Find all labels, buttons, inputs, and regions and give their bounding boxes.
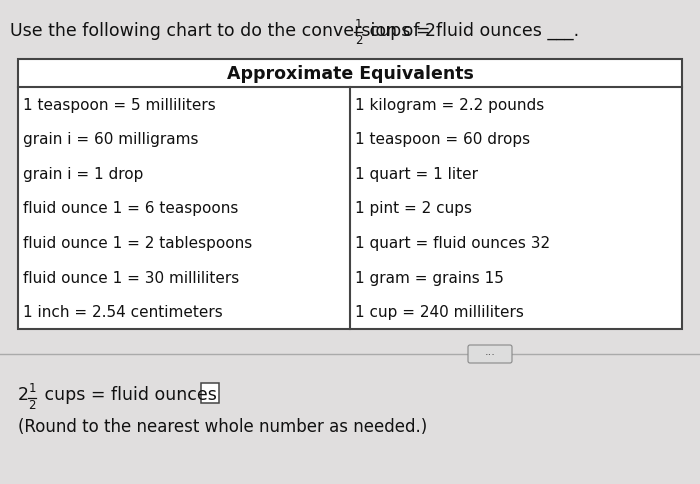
Text: 2: 2 — [28, 398, 36, 411]
Text: 1 teaspoon = 5 milliliters: 1 teaspoon = 5 milliliters — [23, 98, 216, 113]
Text: ···: ··· — [484, 349, 496, 359]
Text: 1: 1 — [355, 18, 362, 31]
FancyBboxPatch shape — [18, 60, 682, 329]
Text: 1 kilogram = 2.2 pounds: 1 kilogram = 2.2 pounds — [355, 98, 545, 113]
Text: fluid ounce 1 = 6 teaspoons: fluid ounce 1 = 6 teaspoons — [23, 201, 239, 216]
Text: 1 quart = 1 liter: 1 quart = 1 liter — [355, 166, 478, 182]
Text: cups = fluid ounces: cups = fluid ounces — [39, 385, 217, 403]
Text: 1 inch = 2.54 centimeters: 1 inch = 2.54 centimeters — [23, 304, 223, 319]
FancyBboxPatch shape — [201, 383, 219, 403]
Text: Use the following chart to do the conversion of 2: Use the following chart to do the conver… — [10, 22, 436, 40]
Text: (Round to the nearest whole number as needed.): (Round to the nearest whole number as ne… — [18, 417, 427, 435]
Text: 1 cup = 240 milliliters: 1 cup = 240 milliliters — [355, 304, 524, 319]
Text: cups = fluid ounces ___.: cups = fluid ounces ___. — [365, 22, 580, 40]
Text: 1: 1 — [28, 381, 36, 394]
Text: Approximate Equivalents: Approximate Equivalents — [227, 65, 473, 83]
Text: 1 pint = 2 cups: 1 pint = 2 cups — [355, 201, 472, 216]
Text: 2: 2 — [18, 385, 29, 403]
Text: 1 quart = fluid ounces 32: 1 quart = fluid ounces 32 — [355, 236, 550, 251]
Text: grain i = 1 drop: grain i = 1 drop — [23, 166, 144, 182]
Text: grain i = 60 milligrams: grain i = 60 milligrams — [23, 132, 199, 147]
Text: fluid ounce 1 = 2 tablespoons: fluid ounce 1 = 2 tablespoons — [23, 236, 252, 251]
Text: fluid ounce 1 = 30 milliliters: fluid ounce 1 = 30 milliliters — [23, 270, 239, 285]
Text: 1 teaspoon = 60 drops: 1 teaspoon = 60 drops — [355, 132, 530, 147]
FancyBboxPatch shape — [468, 345, 512, 363]
Text: 2: 2 — [355, 34, 362, 47]
Text: 1 gram = grains 15: 1 gram = grains 15 — [355, 270, 504, 285]
